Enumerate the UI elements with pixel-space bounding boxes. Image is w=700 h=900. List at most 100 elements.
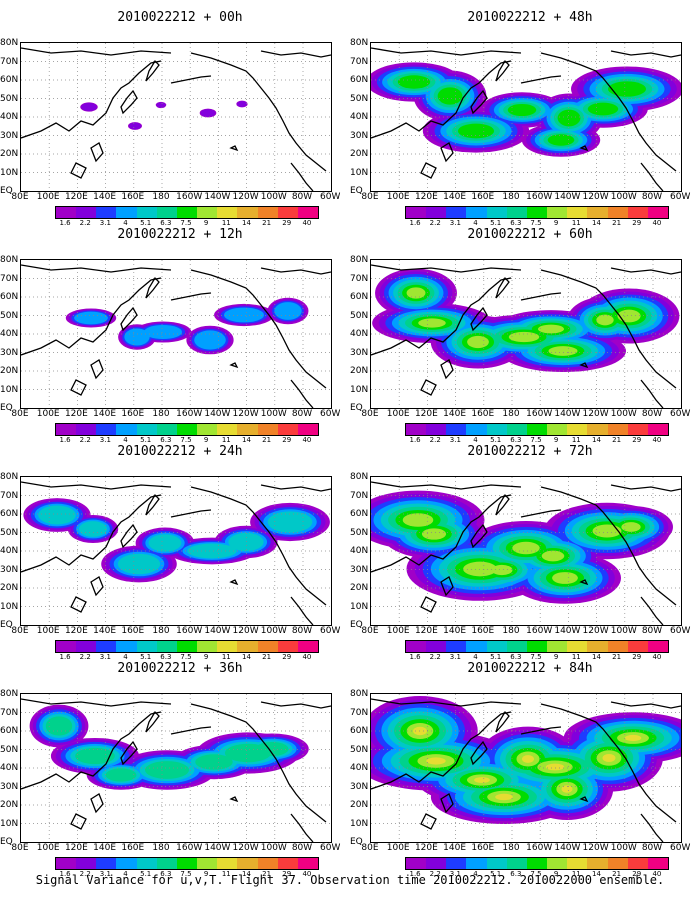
coastline: [170, 292, 212, 301]
coastline: [371, 711, 512, 790]
latitude-label: 50N: [0, 310, 19, 321]
variance-contour-fill: [512, 541, 540, 555]
coastline: [190, 269, 327, 389]
colorbar-swatch: [466, 641, 487, 652]
colorbar-swatch: [76, 207, 97, 218]
latitude-label: 50N: [350, 744, 369, 755]
longitude-label: 100E: [386, 843, 410, 853]
colorbar-label: 21: [612, 870, 622, 878]
latitude-label: 20N: [350, 366, 369, 376]
colorbar-label: 9: [203, 219, 209, 227]
colorbar-swatch: [297, 207, 319, 218]
longitude-label: 160W: [526, 626, 553, 636]
colorbar-swatch: [297, 858, 319, 869]
colorbar: [405, 206, 669, 219]
latitude-label: 30N: [350, 130, 369, 141]
colorbar-swatch: [176, 424, 198, 435]
colorbar-label: 6.3: [510, 436, 522, 444]
colorbar-swatch: [647, 858, 669, 869]
colorbar-swatch: [197, 858, 218, 869]
longitude-label: 60W: [670, 843, 691, 853]
latitude-label: 60N: [0, 726, 19, 736]
latitude-label: 40N: [350, 112, 369, 122]
longitude-label: 140E: [93, 192, 117, 202]
colorbar-label: 11: [571, 870, 581, 878]
colorbar-swatch: [506, 207, 527, 218]
colorbar-swatch: [56, 858, 77, 869]
coastline: [290, 596, 314, 625]
variance-contour-fill: [495, 793, 513, 801]
colorbar-swatch: [156, 858, 177, 869]
colorbar-label: 21: [262, 436, 272, 444]
colorbar-labels: 1.6 2.2 3.1 4 5.1 6.3 7.5 9 11 14 21 29 40: [55, 219, 317, 229]
coastline: [610, 701, 681, 709]
colorbar-swatch: [466, 424, 487, 435]
latitude-label: 40N: [350, 329, 369, 339]
longitude-label: 180: [502, 843, 520, 853]
longitude-label: 120E: [64, 192, 88, 202]
coastline: [470, 306, 488, 332]
colorbar-label: 2.2: [79, 870, 91, 878]
colorbar-label: 1.6: [409, 436, 421, 444]
colorbar-swatch: [96, 858, 117, 869]
variance-contour-fill: [38, 505, 76, 525]
colorbar-label: 2.2: [79, 219, 91, 227]
longitude-label: 100E: [36, 192, 60, 202]
colorbar-label: 2.2: [429, 870, 441, 878]
coastline: [371, 277, 512, 356]
longitude-label: 60W: [670, 409, 691, 419]
coastline: [495, 276, 510, 299]
latitude-label: 60N: [350, 509, 369, 519]
longitude-label: 160W: [526, 843, 553, 853]
coastline: [190, 703, 327, 823]
colorbar-label: 5.1: [140, 870, 152, 878]
coastline: [70, 359, 104, 396]
colorbar-labels: 1.6 2.2 3.1 4 5.1 6.3 7.5 9 11 14 21 29 40: [405, 219, 667, 229]
longitude-label: 60W: [320, 626, 341, 636]
colorbar-label: 40: [652, 219, 662, 227]
colorbar-swatch: [176, 207, 198, 218]
colorbar-label: 6.3: [510, 219, 522, 227]
colorbar-label: 1.6: [59, 870, 71, 878]
longitude-label: 180: [152, 192, 170, 202]
longitude-axis: 80E 100E 120E 140E 160E 180 160W 140W 120W 100W 80…: [11, 192, 350, 204]
latitude-label: 20N: [350, 800, 369, 810]
latitude-label: 50N: [0, 744, 19, 755]
colorbar-swatch: [466, 858, 487, 869]
variance-contour-fill: [255, 742, 289, 756]
colorbar-label: 11: [571, 436, 581, 444]
colorbar: [405, 640, 669, 653]
variance-contour-fill: [508, 331, 540, 343]
colorbar-label: 9: [553, 436, 559, 444]
variance-contour-fill: [552, 572, 578, 584]
coastline: [70, 576, 104, 613]
variance-contour-fill: [144, 324, 182, 340]
colorbar-label: 3.1: [99, 870, 111, 878]
panel-title: 2010022212 + 84h: [467, 661, 593, 676]
longitude-label: 160W: [526, 192, 553, 202]
colorbar-label: 14: [591, 219, 601, 227]
colorbar-swatch: [627, 424, 648, 435]
colorbar-swatch: [627, 858, 648, 869]
colorbar-label: 14: [241, 870, 251, 878]
latitude-label: 70N: [0, 56, 19, 67]
longitude-label: 140W: [204, 843, 231, 853]
latitude-label: 70N: [350, 707, 369, 718]
colorbar-swatch: [257, 424, 278, 435]
longitude-label: 160E: [121, 409, 145, 419]
variance-contour-fill: [236, 101, 248, 107]
colorbar-label: 29: [632, 219, 642, 227]
colorbar-swatch: [56, 641, 77, 652]
longitude-label: 180: [152, 626, 170, 636]
colorbar-label: 40: [652, 653, 662, 661]
variance-contour-fill: [467, 335, 489, 349]
colorbar-swatch: [607, 207, 628, 218]
variance-contour-fill: [617, 309, 641, 323]
colorbar-swatch: [547, 207, 568, 218]
variance-contour-fill: [463, 561, 497, 577]
colorbar-swatch: [526, 858, 548, 869]
colorbar-swatch: [446, 207, 467, 218]
panel-title: 2010022212 + 72h: [467, 444, 593, 459]
latitude-label: 30N: [0, 130, 19, 141]
coastline: [610, 484, 681, 492]
